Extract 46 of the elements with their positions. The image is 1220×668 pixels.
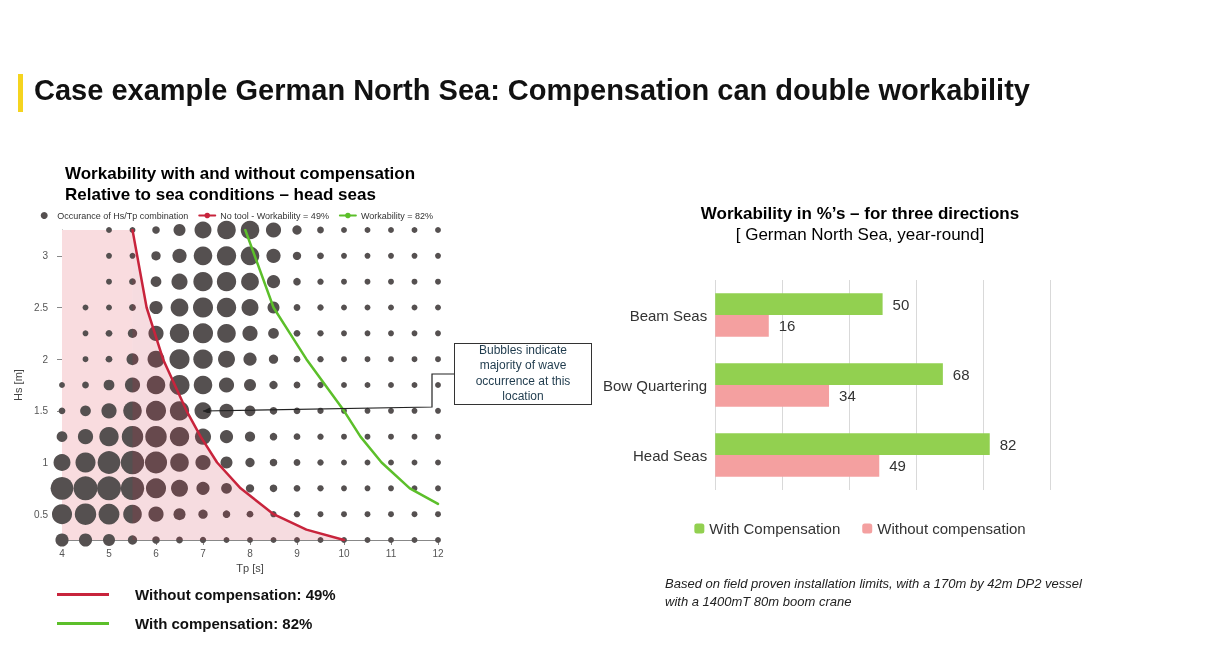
x-tick-label: 12 (432, 547, 444, 559)
y-tick-label: 1.5 (34, 405, 49, 417)
chart-title: Workability with and without compensation (65, 164, 416, 183)
text: Without compensation: 49% (135, 586, 336, 603)
chart-title: Workability in %’s – for three directions (700, 204, 1020, 223)
y-tick-label: Head Seas (633, 446, 708, 464)
bar (715, 293, 883, 315)
data-label: 68 (952, 365, 970, 383)
x-tick-label: 10 (338, 547, 350, 559)
data-label: 16 (778, 317, 796, 335)
data-label: 50 (892, 295, 910, 313)
y-tick-label: 1 (42, 457, 49, 468)
legend-label: Occurance of Hs/Tp combination (57, 210, 189, 221)
x-tick-label: 6 (153, 547, 160, 559)
text: Bubbles indicate majority of wave occurrence at this location (474, 342, 572, 405)
y-axis-title: Hs [m] (11, 369, 24, 401)
legend-label: No tool - Workability = 49% (220, 210, 329, 221)
x-tick-label: 11 (385, 547, 397, 559)
x-tick-label: 4 (59, 547, 66, 559)
y-tick-label: Bow Quartering (603, 376, 708, 394)
x-tick-label: 5 (106, 547, 113, 559)
data-label: 82 (999, 435, 1017, 453)
y-tick-label: Beam Seas (629, 306, 708, 324)
data-label: 34 (839, 387, 856, 405)
x-tick-label: 9 (294, 547, 301, 559)
text: With compensation: 82% (135, 615, 313, 632)
bar (715, 315, 769, 337)
y-tick-label: 2 (42, 353, 49, 365)
bar (715, 363, 943, 385)
legend-label: Workability = 82% (360, 210, 434, 221)
legend-label: With Compensation (709, 520, 841, 537)
chart-subtitle: Relative to sea conditions – head seas (65, 185, 376, 204)
x-tick-label: 8 (247, 547, 254, 559)
bar (715, 455, 880, 477)
data-label: 49 (889, 457, 906, 475)
text: Based on field proven installation limits, with a 170m by 42m DP2 vessel with a 1400mT 80m boom crane (665, 575, 1083, 611)
y-tick-label: 3 (42, 250, 49, 262)
bar (715, 433, 990, 455)
y-tick-label: 2.5 (34, 302, 49, 313)
bar (715, 385, 830, 407)
x-axis-title: Tp [s] (236, 562, 264, 575)
y-tick-label: 0.5 (34, 508, 49, 520)
text: Case example German North Sea: Compensation can double workability (34, 74, 1030, 107)
legend-label: Without compensation (877, 520, 1026, 537)
chart-subtitle: [ German North Sea, year-round] (735, 225, 985, 244)
x-tick-label: 7 (200, 547, 207, 559)
